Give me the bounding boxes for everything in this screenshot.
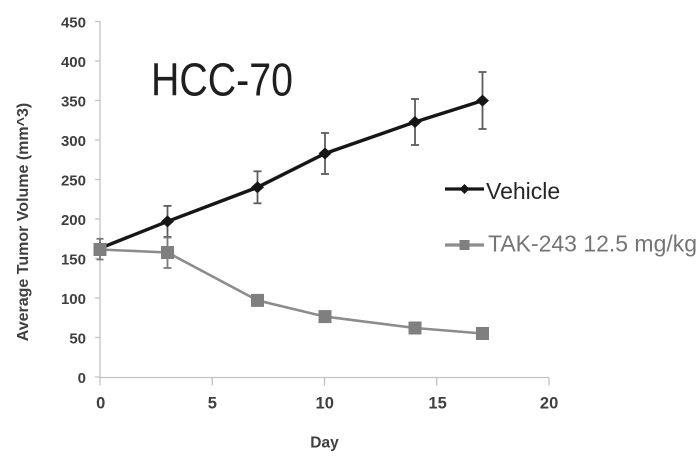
- svg-text:0: 0: [96, 395, 105, 413]
- svg-text:250: 250: [61, 173, 86, 190]
- svg-text:200: 200: [61, 212, 86, 229]
- svg-text:Average Tumor Volume (mm^3): Average Tumor Volume (mm^3): [15, 103, 32, 341]
- svg-text:TAK-243 12.5 mg/kg: TAK-243 12.5 mg/kg: [488, 231, 697, 257]
- svg-text:300: 300: [61, 133, 86, 150]
- svg-text:10: 10: [316, 395, 334, 413]
- svg-text:20: 20: [540, 395, 558, 413]
- svg-text:50: 50: [69, 331, 86, 348]
- svg-text:Vehicle: Vehicle: [486, 178, 560, 204]
- svg-text:100: 100: [61, 291, 86, 308]
- svg-text:350: 350: [61, 94, 86, 111]
- svg-text:Day: Day: [310, 435, 339, 452]
- svg-text:15: 15: [428, 395, 446, 413]
- svg-text:HCC-70: HCC-70: [151, 54, 293, 106]
- svg-text:450: 450: [61, 15, 86, 32]
- svg-text:400: 400: [61, 54, 86, 71]
- svg-text:150: 150: [61, 252, 86, 269]
- svg-text:5: 5: [208, 395, 217, 413]
- svg-text:0: 0: [78, 370, 86, 387]
